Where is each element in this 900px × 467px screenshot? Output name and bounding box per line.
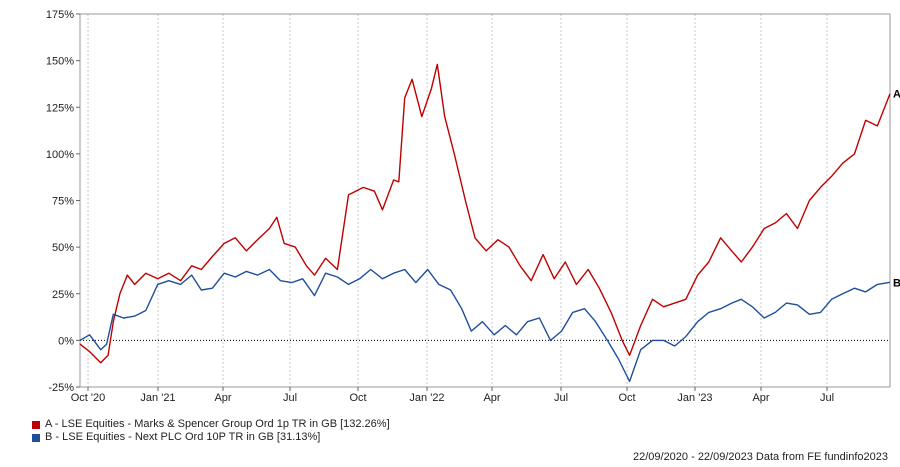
chart-legend: A - LSE Equities - Marks & Spencer Group…: [32, 418, 390, 444]
legend-item-b[interactable]: B - LSE Equities - Next PLC Ord 10P TR i…: [32, 431, 390, 444]
x-tick-label: Jan '21: [140, 392, 175, 404]
y-tick-label: 125%: [46, 102, 74, 114]
x-tick-label: Oct '20: [71, 392, 106, 404]
y-tick-label: 75%: [52, 196, 74, 208]
series-line-b: [79, 268, 891, 383]
x-tick-label: Jan '23: [677, 392, 712, 404]
chart-axes: Oct '20 Jan '21 Apr Jul Oct Jan '22 Apr Jul Oct J…: [46, 9, 891, 404]
legend-swatch-b: [32, 433, 40, 442]
x-tick-label: Apr: [214, 392, 231, 404]
series-line-a: [79, 63, 891, 364]
x-tick-label: Jan '22: [409, 392, 444, 404]
x-tick-label: Apr: [752, 392, 769, 404]
x-tick-label: Oct: [349, 392, 366, 404]
y-tick-label: 175%: [46, 9, 74, 21]
plot-border: [79, 13, 891, 388]
legend-item-a[interactable]: A - LSE Equities - Marks & Spencer Group…: [32, 418, 390, 431]
x-tick-label: Jul: [283, 392, 297, 404]
y-tick-label: 50%: [52, 242, 74, 254]
x-tick-label: Jul: [820, 392, 834, 404]
y-tick-label: 100%: [46, 149, 74, 161]
x-tick-label: Apr: [483, 392, 500, 404]
y-tick-label: -25%: [48, 382, 74, 394]
chart-series: [79, 63, 891, 383]
series-end-markers: AB: [893, 89, 900, 290]
legend-label-a: A - LSE Equities - Marks & Spencer Group…: [45, 418, 390, 430]
y-tick-label: 25%: [52, 289, 74, 301]
y-tick-label: 0%: [58, 335, 74, 347]
chart-grid: [80, 14, 890, 387]
series-end-label-a: A: [893, 89, 900, 101]
x-tick-label: Oct: [618, 392, 635, 404]
series-end-label-b: B: [893, 277, 900, 289]
legend-swatch-a: [32, 420, 40, 429]
legend-label-b: B - LSE Equities - Next PLC Ord 10P TR i…: [45, 431, 321, 443]
x-tick-label: Jul: [554, 392, 568, 404]
y-tick-label: 150%: [46, 56, 74, 68]
chart-footer: 22/09/2020 - 22/09/2023 Data from FE fun…: [632, 451, 888, 463]
